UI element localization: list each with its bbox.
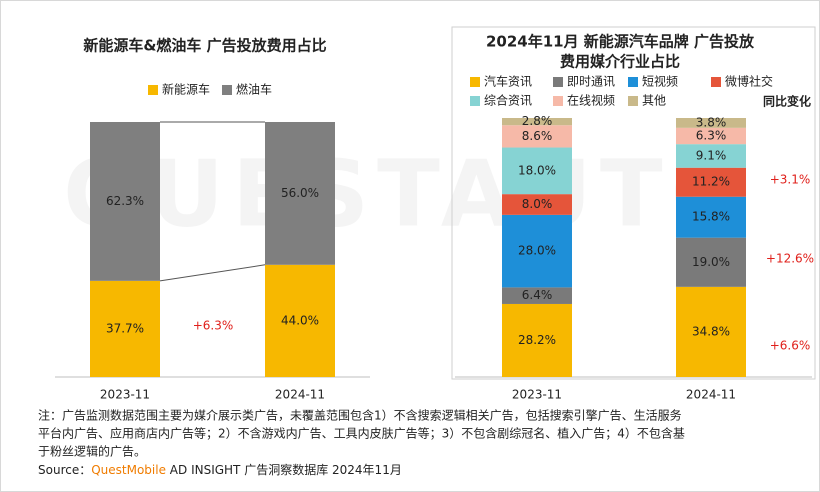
note-line: 于粉丝逻辑的广告。 (38, 444, 146, 459)
legend-swatch (470, 77, 480, 87)
bar-segment (502, 194, 572, 215)
legend-label: 即时通讯 (567, 75, 615, 89)
bar-segment (676, 196, 746, 238)
value-label: 19.0% (692, 255, 730, 269)
bar-segment (502, 214, 572, 288)
bar-segment (502, 287, 572, 304)
note-line: 注：广告监测数据范围主要为媒介展示类广告，未覆盖范围包含1）不含搜索逻辑相关广告… (38, 408, 682, 423)
legend-label: 新能源车 (162, 82, 210, 97)
right-panel (451, 26, 816, 380)
legend-label: 汽车资讯 (484, 74, 532, 89)
value-label: 11.2% (692, 175, 730, 189)
watermark: QUESTAUTO (63, 140, 757, 247)
legend-swatch (553, 77, 563, 87)
legend-swatch (148, 85, 158, 95)
source-brand: QuestMobile (91, 463, 166, 477)
chart-title: 费用媒介行业占比 (560, 53, 680, 71)
bar-segment (676, 286, 746, 377)
value-label: 18.0% (518, 163, 556, 177)
legend-label: 燃油车 (236, 82, 272, 97)
value-label: 28.0% (518, 244, 556, 258)
legend-swatch (628, 96, 638, 106)
chart-title: 2024年11月 新能源汽车品牌 广告投放 (486, 33, 755, 51)
legend-label: 短视频 (642, 74, 678, 89)
value-label: 44.0% (281, 313, 319, 327)
annotation: +6.3% (193, 319, 234, 333)
legend-label: 微博社交 (725, 74, 773, 89)
connector (159, 264, 266, 282)
chart-title: 新能源车&燃油车 广告投放费用占比 (83, 37, 326, 55)
source-label: Source： (38, 463, 91, 477)
value-label: 8.6% (522, 129, 553, 143)
value-label: 3.8% (696, 115, 727, 129)
legend-label: 在线视频 (567, 93, 615, 108)
legend-swatch (222, 85, 232, 95)
legend-label: 综合资讯 (484, 93, 532, 108)
value-label: 6.3% (696, 129, 727, 143)
legend-swatch (628, 77, 638, 87)
source: Source：QuestMobile AD INSIGHT 广告洞察数据库 20… (38, 462, 402, 477)
value-label: 62.3% (106, 194, 144, 208)
x-tick-label: 2024-11 (275, 388, 325, 402)
bar-segment (676, 127, 746, 145)
legend-swatch (711, 77, 721, 87)
legend-label: 其他 (642, 94, 666, 108)
bar-segment (676, 237, 746, 287)
value-label: 9.1% (696, 148, 727, 162)
value-label: 6.4% (522, 288, 553, 302)
legend-swatch (470, 96, 480, 106)
bar-segment (265, 264, 335, 377)
x-tick-label: 2023-11 (512, 388, 562, 402)
value-label: 2.8% (522, 114, 553, 128)
bar-segment (676, 118, 746, 128)
annotation-title: 同比变化 (763, 94, 811, 109)
annotation: +6.6% (770, 339, 811, 353)
annotation: +3.1% (770, 173, 811, 187)
legend-swatch (553, 96, 563, 106)
value-label: 56.0% (281, 186, 319, 200)
source-text: AD INSIGHT 广告洞察数据库 2024年11月 (166, 462, 402, 477)
bar-segment (502, 118, 572, 126)
annotation: +12.6% (766, 252, 814, 266)
value-label: 37.7% (106, 321, 144, 335)
bar-segment (502, 147, 572, 195)
bar-segment (502, 303, 572, 377)
bar-segment (265, 122, 335, 265)
bar-segment (502, 125, 572, 148)
bar-segment (676, 167, 746, 197)
note-line: 平台内广告、应用商店内广告等；2）不含游戏内广告、工具内皮肤广告等；3）不包含剧… (38, 426, 685, 441)
value-label: 15.8% (692, 210, 730, 224)
x-tick-label: 2023-11 (100, 388, 150, 402)
x-tick-label: 2024-11 (686, 388, 736, 402)
value-label: 34.8% (692, 324, 730, 338)
bar-segment (90, 280, 160, 377)
bar-segment (676, 144, 746, 168)
bar-segment (90, 122, 160, 281)
value-label: 28.2% (518, 333, 556, 347)
value-label: 8.0% (522, 197, 553, 211)
